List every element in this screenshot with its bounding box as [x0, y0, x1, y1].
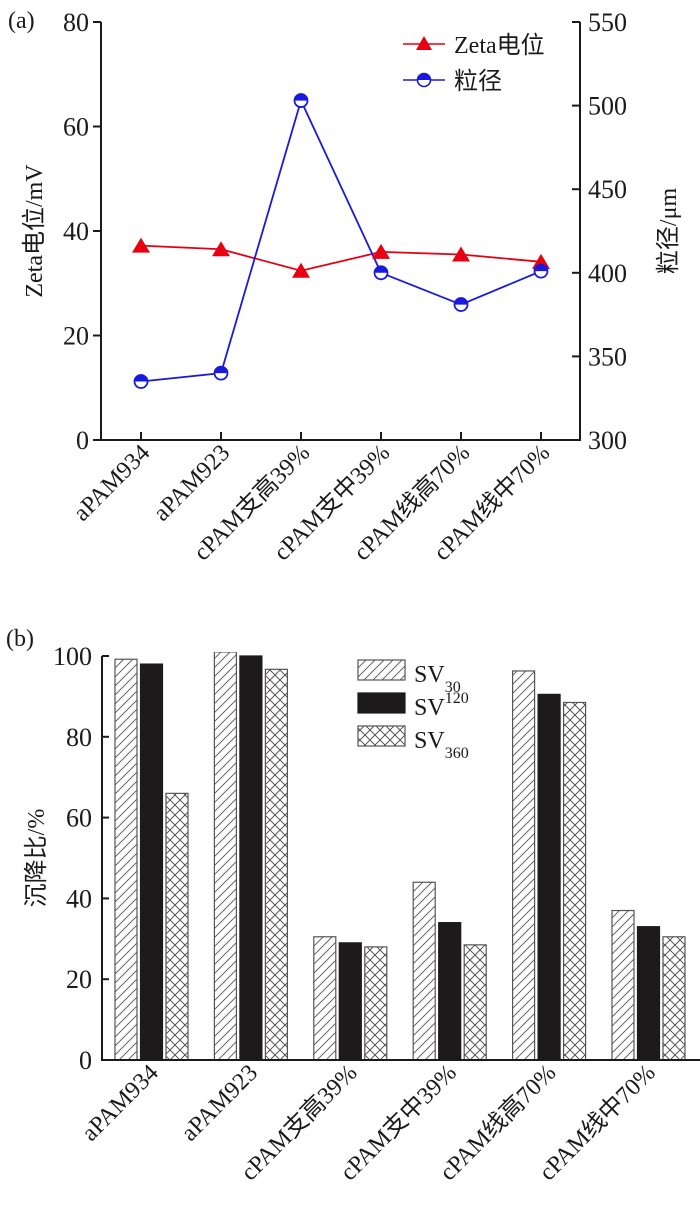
bar-sv360 [562, 701, 587, 1061]
bar-sv120 [636, 926, 661, 1061]
right-y-ticks: 300 350 400 450 500 550 [572, 8, 627, 455]
legend-item-particle-size: 粒径 [403, 68, 502, 95]
bar-sv120 [438, 922, 462, 1061]
legend-triangle-icon [416, 36, 432, 50]
legend-swatch [357, 725, 406, 747]
bar-sv30 [511, 670, 536, 1061]
legend-label: SV360 [414, 728, 469, 762]
legend-swatch [357, 692, 406, 714]
particle-size-marker [213, 365, 229, 381]
particle-size-marker [133, 374, 149, 389]
legend-half-circle-icon [416, 72, 432, 88]
left-y-tick-label: 40 [63, 217, 89, 246]
y-ticks: 0 20 40 60 80 100 [53, 642, 109, 1075]
series-line-1 [140, 98, 542, 383]
bar-sv30 [313, 936, 337, 1061]
bar-sv120 [537, 693, 561, 1061]
bar-sv360 [264, 668, 288, 1061]
right-y-axis-title: 粒径/μm [655, 188, 682, 275]
right-y-tick-label: 400 [588, 259, 627, 288]
left-y-tick-label: 0 [76, 426, 89, 455]
panel-a-legend: Zeta电位 粒径 [403, 32, 545, 95]
right-y-tick-label: 350 [588, 342, 627, 371]
left-y-tick-label: 20 [63, 322, 89, 351]
left-y-ticks: 0 20 40 60 80 [63, 8, 101, 455]
bar-sv30 [213, 652, 237, 1061]
bar-sv360 [165, 792, 189, 1061]
bar-sv30 [611, 909, 635, 1061]
legend-item-sv120: SV120 [357, 690, 469, 721]
series-line-0 [140, 244, 542, 272]
left-y-axis-title: Zeta电位/mV [21, 164, 48, 298]
right-y-tick-label: 300 [588, 426, 627, 455]
panel-b: (b) 0 20 40 60 80 100 aPAM934 aPAM923cPAM支高39%… [6, 626, 700, 1186]
legend-item-zeta: Zeta电位 [403, 32, 545, 59]
bar-sv30 [412, 881, 436, 1061]
particle-size-marker [293, 93, 309, 108]
zeta-triangle-marker [212, 241, 230, 257]
panel-a: (a) 0 20 40 60 80 300 350 400 450 500 550 aPAM934… [8, 8, 682, 566]
bar-sv360 [662, 936, 686, 1061]
bar-sv360 [364, 946, 388, 1061]
zeta-triangle-marker [292, 262, 310, 278]
bar-sv360 [463, 944, 487, 1061]
y-tick-label: 100 [53, 642, 92, 671]
bar-sv120 [239, 655, 263, 1061]
x-tick-label: aPAM923 [177, 1060, 264, 1147]
particle-size-marker [373, 265, 389, 281]
x-ticks: aPAM934aPAM923cPAM支高39%cPAM支中39%cPAM线高70… [69, 432, 555, 566]
x-labels: aPAM934 aPAM923cPAM支高39%cPAM支中39%cPAM线高70… [77, 1059, 661, 1186]
panel-b-axes [101, 656, 700, 1061]
legend-label: SV120 [414, 690, 469, 721]
bar-sv120 [338, 942, 362, 1061]
series-markers [132, 93, 550, 389]
panel-a-axes [100, 22, 581, 441]
y-axis-title: 沉降比/% [23, 809, 50, 908]
y-tick-label: 40 [66, 884, 92, 913]
left-y-tick-label: 80 [63, 8, 89, 37]
y-tick-label: 0 [79, 1046, 92, 1075]
y-tick-label: 80 [66, 723, 92, 752]
panel-a-label: (a) [8, 8, 35, 34]
bar-sv30 [114, 658, 138, 1061]
legend-item-sv30: SV30 [357, 659, 461, 696]
right-y-tick-label: 450 [588, 175, 627, 204]
right-y-tick-label: 550 [588, 8, 627, 37]
y-tick-label: 60 [66, 804, 92, 833]
zeta-triangle-marker [132, 237, 150, 253]
bar-sv120 [139, 663, 164, 1061]
y-tick-label: 20 [66, 965, 92, 994]
series-lines [140, 98, 542, 383]
legend-particle-label: 粒径 [454, 68, 502, 95]
legend-swatch [357, 659, 406, 681]
left-y-tick-label: 60 [63, 113, 89, 142]
zeta-triangle-marker [452, 246, 470, 262]
legend-label: SV30 [414, 662, 461, 696]
particle-size-marker [453, 297, 469, 312]
legend-item-sv360: SV360 [357, 725, 469, 762]
zeta-triangle-marker [532, 253, 550, 269]
right-y-tick-label: 500 [588, 92, 627, 121]
zeta-triangle-marker [372, 243, 390, 259]
panel-b-label: (b) [6, 626, 34, 652]
bars [114, 652, 686, 1061]
legend-zeta-label: Zeta电位 [454, 32, 545, 59]
particle-size-marker [533, 263, 549, 279]
